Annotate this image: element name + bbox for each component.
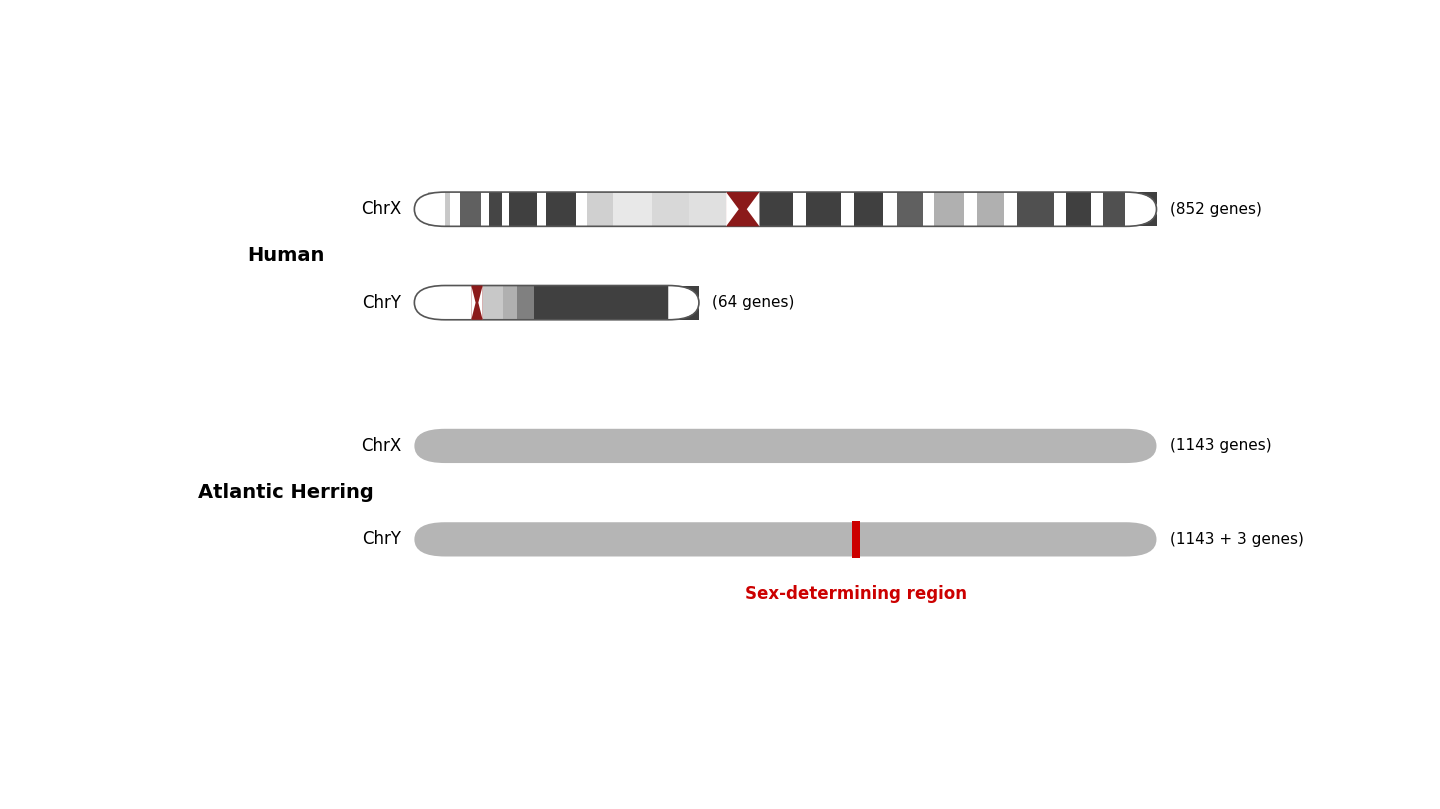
Bar: [471, 286, 482, 320]
Bar: [517, 286, 534, 320]
Polygon shape: [747, 192, 759, 227]
Text: ChrX: ChrX: [360, 437, 400, 455]
FancyBboxPatch shape: [415, 523, 1156, 557]
Bar: [461, 192, 481, 227]
Polygon shape: [471, 286, 475, 320]
Bar: [546, 192, 576, 227]
Text: Sex-determining region: Sex-determining region: [744, 585, 966, 603]
Bar: [510, 192, 537, 227]
Bar: [759, 192, 793, 227]
Bar: [488, 192, 503, 227]
Text: Human: Human: [248, 247, 324, 265]
Bar: [976, 192, 1004, 227]
Bar: [1103, 192, 1125, 227]
Bar: [852, 521, 860, 557]
FancyBboxPatch shape: [415, 286, 698, 320]
Bar: [586, 192, 613, 227]
Text: ChrY: ChrY: [361, 531, 400, 549]
Bar: [652, 192, 688, 227]
Text: (852 genes): (852 genes): [1169, 201, 1261, 217]
Polygon shape: [726, 192, 739, 227]
Wedge shape: [413, 192, 445, 227]
Bar: [806, 192, 841, 227]
Bar: [1066, 192, 1092, 227]
FancyBboxPatch shape: [415, 192, 1156, 227]
FancyBboxPatch shape: [415, 429, 1156, 463]
Text: ChrY: ChrY: [361, 294, 400, 311]
Bar: [935, 192, 963, 227]
Bar: [534, 286, 698, 320]
Wedge shape: [1126, 192, 1158, 227]
Text: Atlantic Herring: Atlantic Herring: [199, 483, 374, 502]
Text: (1143 genes): (1143 genes): [1169, 438, 1272, 453]
Bar: [854, 192, 883, 227]
Polygon shape: [471, 286, 482, 320]
Bar: [1017, 192, 1054, 227]
Text: (64 genes): (64 genes): [713, 295, 795, 310]
Bar: [613, 192, 652, 227]
Bar: [428, 192, 449, 227]
Polygon shape: [726, 192, 759, 227]
Wedge shape: [413, 285, 445, 320]
Bar: [688, 192, 726, 227]
Bar: [1136, 192, 1156, 227]
Bar: [897, 192, 923, 227]
Polygon shape: [478, 286, 482, 320]
Bar: [503, 286, 517, 320]
Wedge shape: [668, 285, 700, 320]
Bar: [482, 286, 503, 320]
Text: ChrX: ChrX: [360, 200, 400, 218]
Bar: [726, 192, 759, 227]
Text: (1143 + 3 genes): (1143 + 3 genes): [1169, 532, 1303, 547]
